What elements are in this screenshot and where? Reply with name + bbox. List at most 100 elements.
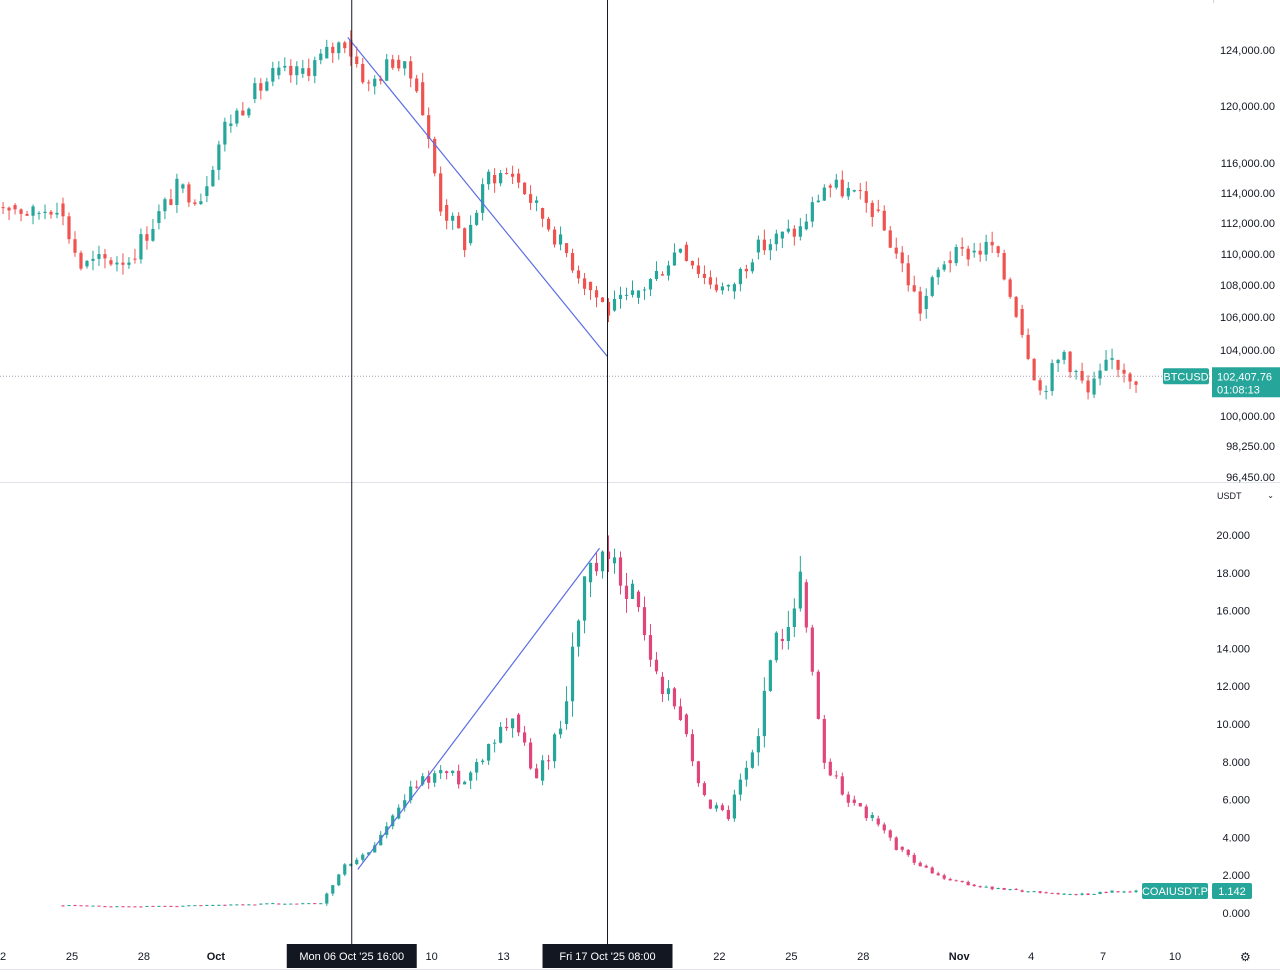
coai-price-tick: 16.000 <box>1216 606 1250 618</box>
candle-body <box>558 728 563 735</box>
candle-body <box>1062 893 1066 895</box>
time-axis-tick: 25 <box>66 951 78 963</box>
candle-body <box>1074 894 1078 896</box>
candle-body <box>73 239 77 253</box>
time-axis-tick: 2 <box>0 951 6 963</box>
candle-body <box>61 203 65 217</box>
candle-body <box>984 886 988 888</box>
candle-body <box>139 234 143 260</box>
candle-body <box>954 247 958 264</box>
candle-body <box>786 627 790 642</box>
settings-gear-icon[interactable]: ⚙ <box>1240 950 1251 964</box>
candle-body <box>1116 359 1120 370</box>
candle-body <box>253 83 257 99</box>
candle-body <box>834 179 838 188</box>
candle-body <box>990 886 994 890</box>
candle-body <box>1098 891 1102 894</box>
candle-body <box>253 904 257 906</box>
candle-body <box>1104 891 1108 893</box>
candle-body <box>912 285 916 292</box>
candle-body <box>307 903 311 905</box>
candle-body <box>540 208 545 219</box>
candle-body <box>546 218 551 230</box>
candle-body <box>97 905 101 907</box>
candle-body <box>145 905 149 907</box>
btc-price-tick: 114,000.00 <box>1221 188 1275 200</box>
candle-body <box>1110 358 1114 360</box>
candle-body <box>205 186 209 196</box>
candle-body <box>744 767 748 780</box>
time-axis-tick: 25 <box>785 951 797 963</box>
candle-body <box>606 551 611 560</box>
candle-body <box>624 294 629 296</box>
btc-price-tick: 100,000.00 <box>1220 411 1275 423</box>
coai-price-tick: 18.000 <box>1216 568 1250 580</box>
candle-body <box>516 173 521 183</box>
crosshair-time-badge <box>542 944 673 968</box>
candle-body <box>726 810 731 820</box>
candle-body <box>1122 369 1126 374</box>
candle-body <box>469 772 473 781</box>
candle-body <box>271 68 275 82</box>
candle-body <box>648 635 653 660</box>
candle-body <box>1122 891 1126 893</box>
candle-body <box>894 247 898 254</box>
candle-body <box>163 905 167 907</box>
candle-body <box>798 571 802 609</box>
candle-body <box>888 230 892 248</box>
candle-body <box>762 239 766 251</box>
coai-price-panel[interactable] <box>61 535 1138 908</box>
candle-body <box>109 260 113 265</box>
candle-body <box>654 270 659 280</box>
candle-body <box>235 904 239 906</box>
candle-body <box>1092 893 1096 895</box>
crosshair-time-label: Mon 06 Oct '25 16:00 <box>299 951 404 963</box>
candle-body <box>1044 892 1048 894</box>
candle-body <box>415 786 419 788</box>
candle-body <box>930 867 934 874</box>
candle-body <box>283 903 287 905</box>
candle-body <box>487 171 491 185</box>
candle-body <box>481 760 485 763</box>
coai-last-price: 1.142 <box>1218 886 1246 898</box>
candle-body <box>193 202 197 205</box>
candle-body <box>810 202 814 222</box>
candle-body <box>678 706 683 721</box>
currency-dropdown[interactable]: USDT ⌄ <box>1214 488 1278 506</box>
candle-body <box>367 852 371 855</box>
coai-symbol-label: COAIUSDT.P <box>1142 886 1208 898</box>
candle-body <box>912 855 916 863</box>
candle-body <box>774 632 778 661</box>
candle-body <box>570 646 575 702</box>
candle-body <box>924 865 928 868</box>
candle-body <box>355 859 359 865</box>
coai-price-tick: 14.000 <box>1216 643 1250 655</box>
candle-body <box>493 175 497 184</box>
candle-body <box>576 270 581 279</box>
candle-body <box>564 701 569 724</box>
candle-body <box>834 775 838 777</box>
candle-body <box>870 202 874 217</box>
candle-body <box>768 244 772 251</box>
candle-body <box>217 144 221 170</box>
candle-body <box>1098 370 1102 379</box>
candle-body <box>451 215 455 221</box>
candle-body <box>840 179 844 197</box>
candle-body <box>1008 889 1012 891</box>
candle-body <box>91 258 95 261</box>
time-axis-tick: 10 <box>426 951 438 963</box>
candle-body <box>762 690 766 737</box>
candle-body <box>463 781 467 785</box>
candle-body <box>265 81 269 91</box>
candle-body <box>678 248 683 253</box>
time-axis-tick: 28 <box>857 951 869 963</box>
candle-body <box>972 250 976 253</box>
candle-body <box>930 277 934 296</box>
candle-body <box>666 688 671 695</box>
candle-body <box>181 184 185 189</box>
candle-body <box>103 254 107 259</box>
btc-price-panel[interactable] <box>0 30 1138 400</box>
candle-body <box>343 42 347 49</box>
candle-body <box>487 744 491 761</box>
